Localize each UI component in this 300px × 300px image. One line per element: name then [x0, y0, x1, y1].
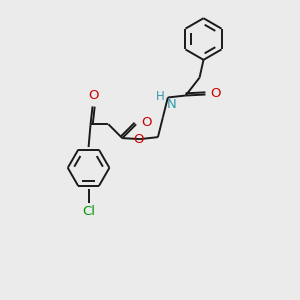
Text: O: O	[210, 87, 221, 100]
Text: Cl: Cl	[82, 206, 95, 218]
Text: O: O	[133, 133, 143, 146]
Text: H: H	[156, 90, 165, 103]
Text: N: N	[167, 98, 177, 112]
Text: O: O	[141, 116, 152, 129]
Text: O: O	[88, 89, 99, 102]
